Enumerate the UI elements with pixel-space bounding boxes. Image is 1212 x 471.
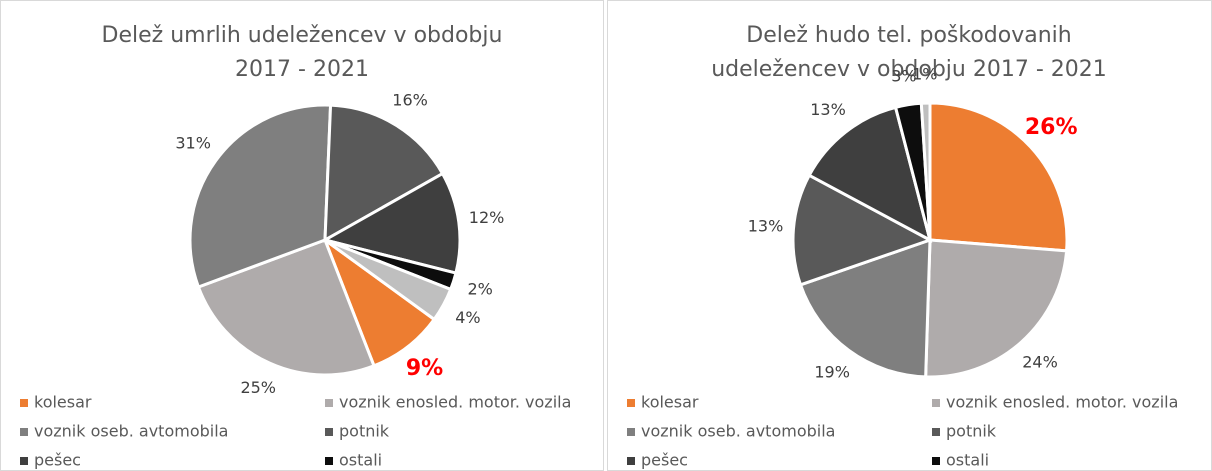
data-label: 12%	[469, 208, 505, 227]
pie-slice	[791, 173, 934, 287]
chart-title: Delež umrlih udeležencev v obdobju	[102, 23, 503, 48]
data-label: 9%	[406, 356, 443, 381]
data-label: 25%	[240, 378, 276, 397]
legend-label: ostali	[339, 451, 382, 470]
pie-slice	[188, 103, 333, 289]
legend-swatch	[20, 399, 28, 407]
pie-slice	[807, 105, 933, 243]
legend-swatch	[325, 457, 333, 465]
legend-swatch	[932, 457, 940, 465]
legend-swatch	[325, 428, 333, 436]
legend-label: voznik oseb. avtomobila	[641, 422, 835, 441]
legend-label: potnik	[339, 422, 390, 441]
data-label: 19%	[814, 362, 850, 381]
data-label: 13%	[810, 100, 846, 119]
legend-label: ostali	[946, 451, 989, 470]
pie-slice	[324, 238, 453, 322]
legend-label: potnik	[946, 422, 997, 441]
pie-slice	[919, 101, 932, 241]
data-label: 16%	[392, 90, 428, 109]
pie-slice	[928, 101, 1069, 253]
legend-label: pešec	[641, 451, 688, 470]
legend-label: pešec	[34, 451, 81, 470]
data-label: 2%	[467, 279, 492, 298]
legend-swatch	[20, 457, 28, 465]
data-label: 31%	[175, 134, 211, 153]
data-label: 24%	[1022, 352, 1058, 371]
pie-slice	[196, 238, 376, 377]
chart-title: udeležencev v obdobju 2017 - 2021	[711, 57, 1107, 82]
data-label: 13%	[748, 216, 784, 235]
legend-swatch	[932, 399, 940, 407]
chart-title: 2017 - 2021	[235, 57, 369, 82]
legend-label: voznik enosled. motor. vozila	[339, 393, 571, 412]
data-label: 3%	[891, 67, 916, 86]
legend-swatch	[627, 428, 635, 436]
chart-title: Delež hudo tel. poškodovanih	[746, 23, 1071, 48]
data-label: 4%	[455, 308, 480, 327]
legend-label: voznik oseb. avtomobila	[34, 422, 228, 441]
data-label: 1%	[912, 65, 937, 84]
legend-label: kolesar	[641, 393, 699, 412]
legend-label: voznik enosled. motor. vozila	[946, 393, 1178, 412]
legend-swatch	[20, 428, 28, 436]
legend-swatch	[627, 399, 635, 407]
data-label: 26%	[1025, 115, 1078, 140]
legend-label: kolesar	[34, 393, 92, 412]
pie-slice	[924, 238, 1069, 379]
pie-slice	[323, 103, 445, 243]
legend-swatch	[325, 399, 333, 407]
legend-swatch	[932, 428, 940, 436]
legend-swatch	[627, 457, 635, 465]
